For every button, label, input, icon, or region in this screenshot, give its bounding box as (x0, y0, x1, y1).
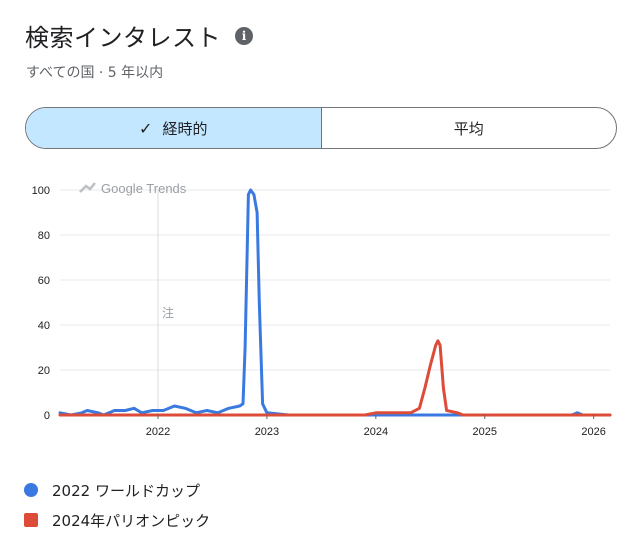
toggle-average[interactable]: 平均 (322, 108, 617, 148)
y-tick-label: 0 (44, 410, 50, 422)
info-icon[interactable]: i (235, 26, 253, 45)
legend-item[interactable]: 2024年パリオンピック (24, 505, 210, 535)
chart-series-layer (58, 188, 612, 417)
x-tick-label: 2022 (146, 426, 170, 438)
y-tick-label: 20 (38, 365, 50, 377)
toggle-over-time-label: 経時的 (162, 119, 208, 138)
legend-marker-circle (24, 483, 38, 497)
x-axis: 2022 2023 2024 2025 2026 (146, 415, 606, 438)
y-tick-label: 80 (38, 230, 50, 242)
series-line-1 (58, 188, 612, 417)
watermark-text: Google Trends (101, 181, 187, 196)
legend-item[interactable]: 2022 ワールドカップ (24, 475, 210, 505)
x-tick-label: 2026 (581, 426, 605, 438)
trends-logo-icon (79, 182, 96, 193)
x-tick-label: 2023 (255, 426, 279, 438)
subtitle: すべての国 · 5 年以内 (26, 65, 164, 81)
y-tick-label: 60 (38, 275, 50, 287)
chart-annotation-layer: 注 (157, 190, 174, 415)
annotation-label: 注 (162, 305, 174, 320)
view-toggle: ✓ 経時的 平均 (25, 107, 617, 149)
y-axis: 0 20 40 60 80 100 (32, 185, 50, 422)
page-title: 検索インタレスト (25, 24, 221, 52)
legend-label: 2022 ワールドカップ (52, 481, 200, 500)
y-tick-label: 40 (38, 320, 50, 332)
series-line-2 (58, 339, 612, 417)
watermark: Google Trends (79, 181, 187, 196)
title-row: 検索インタレスト i (25, 18, 253, 53)
toggle-over-time[interactable]: ✓ 経時的 (26, 108, 322, 148)
y-tick-label: 100 (32, 185, 50, 197)
legend-marker-square (24, 513, 38, 527)
chart-grid (60, 189, 610, 416)
x-tick-label: 2024 (364, 426, 388, 438)
toggle-average-label: 平均 (453, 119, 484, 138)
check-icon: ✓ (139, 118, 153, 138)
legend-label: 2024年パリオンピック (52, 511, 211, 530)
legend: 2022 ワールドカップ 2024年パリオンピック (24, 475, 210, 535)
trend-chart: 注 Google Trends 2022 2023 2024 2025 2026 0 20… (32, 181, 612, 438)
x-tick-label: 2025 (473, 426, 497, 438)
